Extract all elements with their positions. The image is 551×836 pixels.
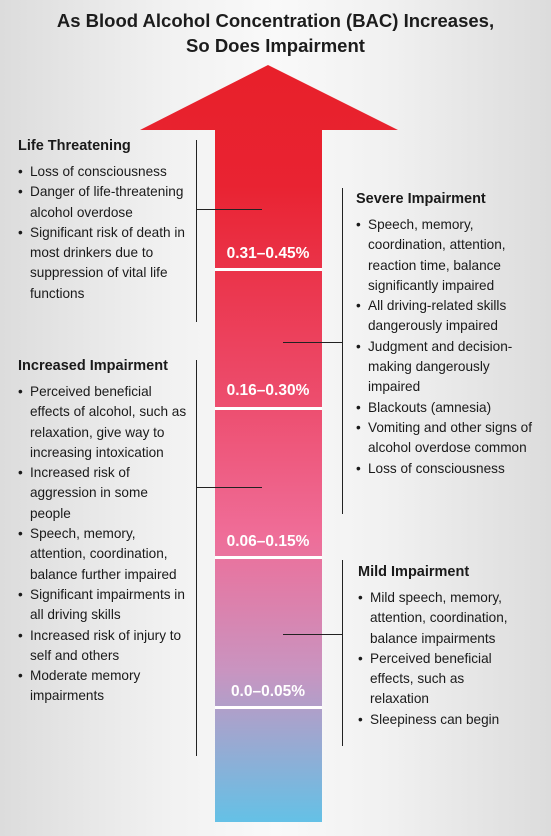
title-line-1: As Blood Alcohol Concentration (BAC) Inc… bbox=[56, 10, 495, 31]
life-threatening-block: Life Threatening Loss of consciousness D… bbox=[18, 137, 188, 304]
increased-impairment-block: Increased Impairment Perceived beneficia… bbox=[18, 357, 190, 707]
list-item: Mild speech, memory, attention, coordina… bbox=[358, 588, 520, 649]
list-item: Significant impairments in all driving s… bbox=[18, 585, 190, 626]
list-item: All driving-related skills dangerously i… bbox=[356, 296, 541, 337]
title-line-2: So Does Impairment bbox=[186, 35, 365, 56]
arrow-separator bbox=[215, 268, 322, 271]
range-label-0.06-0.15: 0.06–0.15% bbox=[226, 533, 310, 550]
list-item: Danger of life-threatening alcohol overd… bbox=[18, 182, 188, 223]
bracket-line-life-threatening bbox=[196, 140, 197, 322]
list-item: Increased risk of injury to self and oth… bbox=[18, 626, 190, 667]
range-label-0.16-0.30: 0.16–0.30% bbox=[226, 382, 310, 399]
list-item: Perceived beneficial effects of alcohol,… bbox=[18, 382, 190, 463]
severe-impairment-block: Severe Impairment Speech, memory, coordi… bbox=[356, 190, 541, 479]
range-label-0.31-0.45: 0.31–0.45% bbox=[226, 245, 310, 262]
connector-life-threatening bbox=[196, 209, 262, 210]
bracket-line-mild-impairment bbox=[342, 560, 343, 746]
connector-mild-impairment bbox=[283, 634, 342, 635]
list-item: Judgment and decision-making dangerously… bbox=[356, 337, 541, 398]
list-item: Perceived beneficial effects, such as re… bbox=[358, 649, 520, 710]
arrow-shape bbox=[140, 65, 398, 822]
arrow-separator bbox=[215, 556, 322, 559]
list-item: Loss of consciousness bbox=[356, 459, 541, 480]
mild-impairment-heading: Mild Impairment bbox=[358, 564, 470, 580]
list-item: Increased risk of aggression in some peo… bbox=[18, 463, 190, 524]
list-item: Loss of consciousness bbox=[18, 162, 188, 183]
list-item: Speech, memory, coordination, attention,… bbox=[356, 215, 541, 296]
list-item: Speech, memory, attention, coordination,… bbox=[18, 524, 190, 585]
bracket-line-increased-impairment bbox=[196, 360, 197, 756]
list-item: Significant risk of death in most drinke… bbox=[18, 223, 188, 304]
mild-impairment-block: Mild Impairment Mild speech, memory, att… bbox=[358, 563, 520, 730]
list-item: Sleepiness can begin bbox=[358, 710, 520, 731]
increased-impairment-list: Perceived beneficial effects of alcohol,… bbox=[18, 382, 190, 707]
increased-impairment-heading: Increased Impairment bbox=[18, 358, 168, 374]
arrow-separator bbox=[215, 706, 322, 709]
connector-severe-impairment bbox=[283, 342, 342, 343]
life-threatening-list: Loss of consciousness Danger of life-thr… bbox=[18, 162, 188, 304]
list-item: Vomiting and other signs of alcohol over… bbox=[356, 418, 541, 459]
life-threatening-heading: Life Threatening bbox=[18, 138, 131, 154]
connector-increased-impairment bbox=[196, 487, 262, 488]
page-title: As Blood Alcohol Concentration (BAC) Inc… bbox=[0, 8, 551, 58]
mild-impairment-list: Mild speech, memory, attention, coordina… bbox=[358, 588, 520, 730]
range-label-0.0-0.05: 0.0–0.05% bbox=[230, 683, 306, 700]
severe-impairment-list: Speech, memory, coordination, attention,… bbox=[356, 215, 541, 479]
list-item: Moderate memory impairments bbox=[18, 666, 190, 707]
list-item: Blackouts (amnesia) bbox=[356, 398, 541, 419]
bracket-line-severe-impairment bbox=[342, 188, 343, 514]
arrow-separator bbox=[215, 407, 322, 410]
severe-impairment-heading: Severe Impairment bbox=[356, 191, 486, 207]
